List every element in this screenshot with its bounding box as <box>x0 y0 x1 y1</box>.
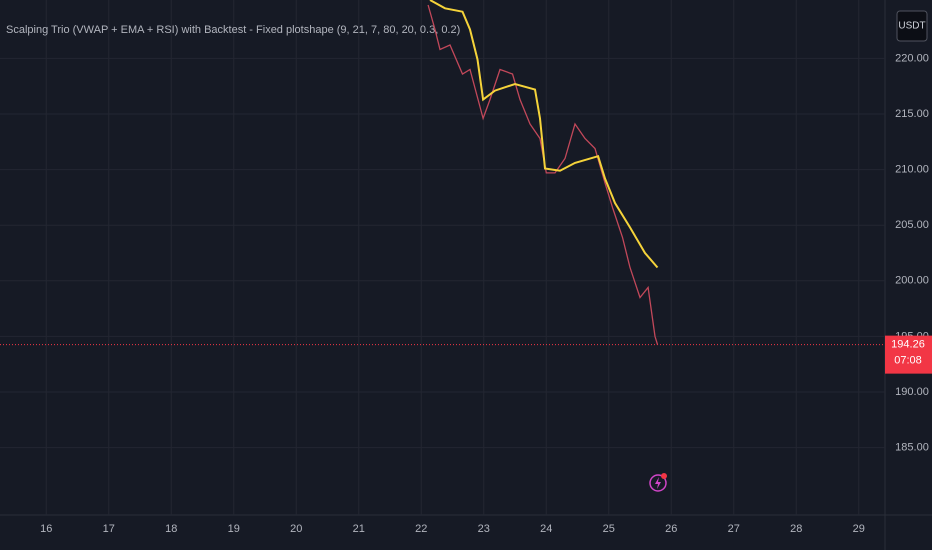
x-tick-label: 24 <box>540 523 552 535</box>
last-price-label: 194.26 <box>891 339 925 351</box>
x-tick-label: 26 <box>665 523 677 535</box>
y-tick-label: 215.00 <box>895 108 929 120</box>
x-tick-label: 27 <box>728 523 740 535</box>
x-tick-label: 28 <box>790 523 802 535</box>
alert-icon[interactable] <box>649 473 667 492</box>
y-tick-label: 200.00 <box>895 275 929 287</box>
last-price-box <box>885 335 932 374</box>
x-tick-label: 19 <box>228 523 240 535</box>
x-tick-label: 29 <box>853 523 865 535</box>
y-tick-label: 190.00 <box>895 386 929 398</box>
x-tick-label: 22 <box>415 523 427 535</box>
series-line <box>429 0 659 269</box>
y-tick-label: 210.00 <box>895 163 929 175</box>
currency-label[interactable]: USDT <box>898 21 925 32</box>
alert-dot[interactable] <box>661 473 667 479</box>
x-tick-label: 25 <box>603 523 615 535</box>
alert-bolt[interactable] <box>655 477 661 489</box>
x-tick-label: 20 <box>290 523 302 535</box>
countdown-label: 07:08 <box>894 355 922 367</box>
x-tick-label: 21 <box>353 523 365 535</box>
x-tick-label: 16 <box>40 523 52 535</box>
y-tick-label: 205.00 <box>895 219 929 231</box>
y-tick-label: 185.00 <box>895 442 929 454</box>
x-tick-label: 23 <box>478 523 490 535</box>
alert-ring[interactable] <box>649 474 667 492</box>
series-line <box>427 4 659 345</box>
x-tick-label: 17 <box>103 523 115 535</box>
x-tick-label: 18 <box>165 523 177 535</box>
indicator-title: Scalping Trio (VWAP + EMA + RSI) with Ba… <box>6 24 460 36</box>
y-tick-label: 220.00 <box>895 52 929 64</box>
currency-button[interactable] <box>896 10 928 42</box>
